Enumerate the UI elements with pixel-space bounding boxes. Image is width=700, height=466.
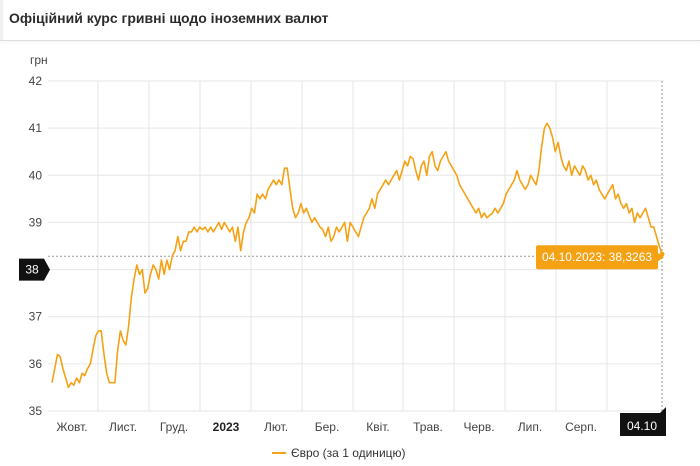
x-tick-label: Груд. [160, 420, 188, 434]
y-tick-label: 40 [29, 168, 43, 182]
x-tick-label: Бер. [315, 420, 340, 434]
x-tick-label: Лип. [518, 420, 542, 434]
legend-label: Євро (за 1 одиницю) [291, 446, 406, 460]
x-tick-label: Серп. [565, 420, 597, 434]
tooltip-box [536, 245, 658, 270]
x-tick-label: 2023 [213, 420, 240, 434]
x-tick-label: Лист. [109, 420, 137, 434]
x-tick-label: Лют. [264, 420, 288, 434]
x-crosshair-badge [620, 407, 666, 436]
chart-legend[interactable]: Євро (за 1 одиницю) [272, 446, 406, 460]
y-tick-label: 36 [29, 357, 43, 371]
y-tick-label: 42 [29, 74, 43, 88]
y-tick-label: 37 [29, 310, 43, 324]
x-tick-label: Квіт. [366, 420, 390, 434]
line-chart: 35 36 37 38 39 40 41 42 грн Жовт. Лист. Груд. 2023 Лю… [19, 53, 666, 436]
series-line-euro [51, 122, 663, 389]
chart-header: Офіційний курс гривні щодо іноземних вал… [0, 0, 700, 41]
tooltip-arrow [658, 253, 664, 262]
series-end-point [659, 251, 665, 257]
y-tick-label: 39 [29, 215, 43, 229]
page-title: Офіційний курс гривні щодо іноземних вал… [9, 10, 329, 26]
x-crosshair-label: 04.10 [627, 419, 657, 433]
tooltip-text: 04.10.2023: 38,3263 [542, 250, 652, 264]
x-tick-label: Трав. [413, 420, 443, 434]
y-crosshair-label: 38 [25, 263, 39, 277]
header-accent [0, 0, 3, 40]
x-tick-label: Черв. [463, 420, 494, 434]
y-tick-label: 35 [29, 404, 43, 418]
y-tick-label: 41 [29, 121, 43, 135]
legend-swatch [272, 452, 286, 454]
y-axis-unit: грн [30, 53, 48, 67]
y-crosshair-badge [19, 258, 50, 281]
x-tick-label: Жовт. [56, 420, 87, 434]
